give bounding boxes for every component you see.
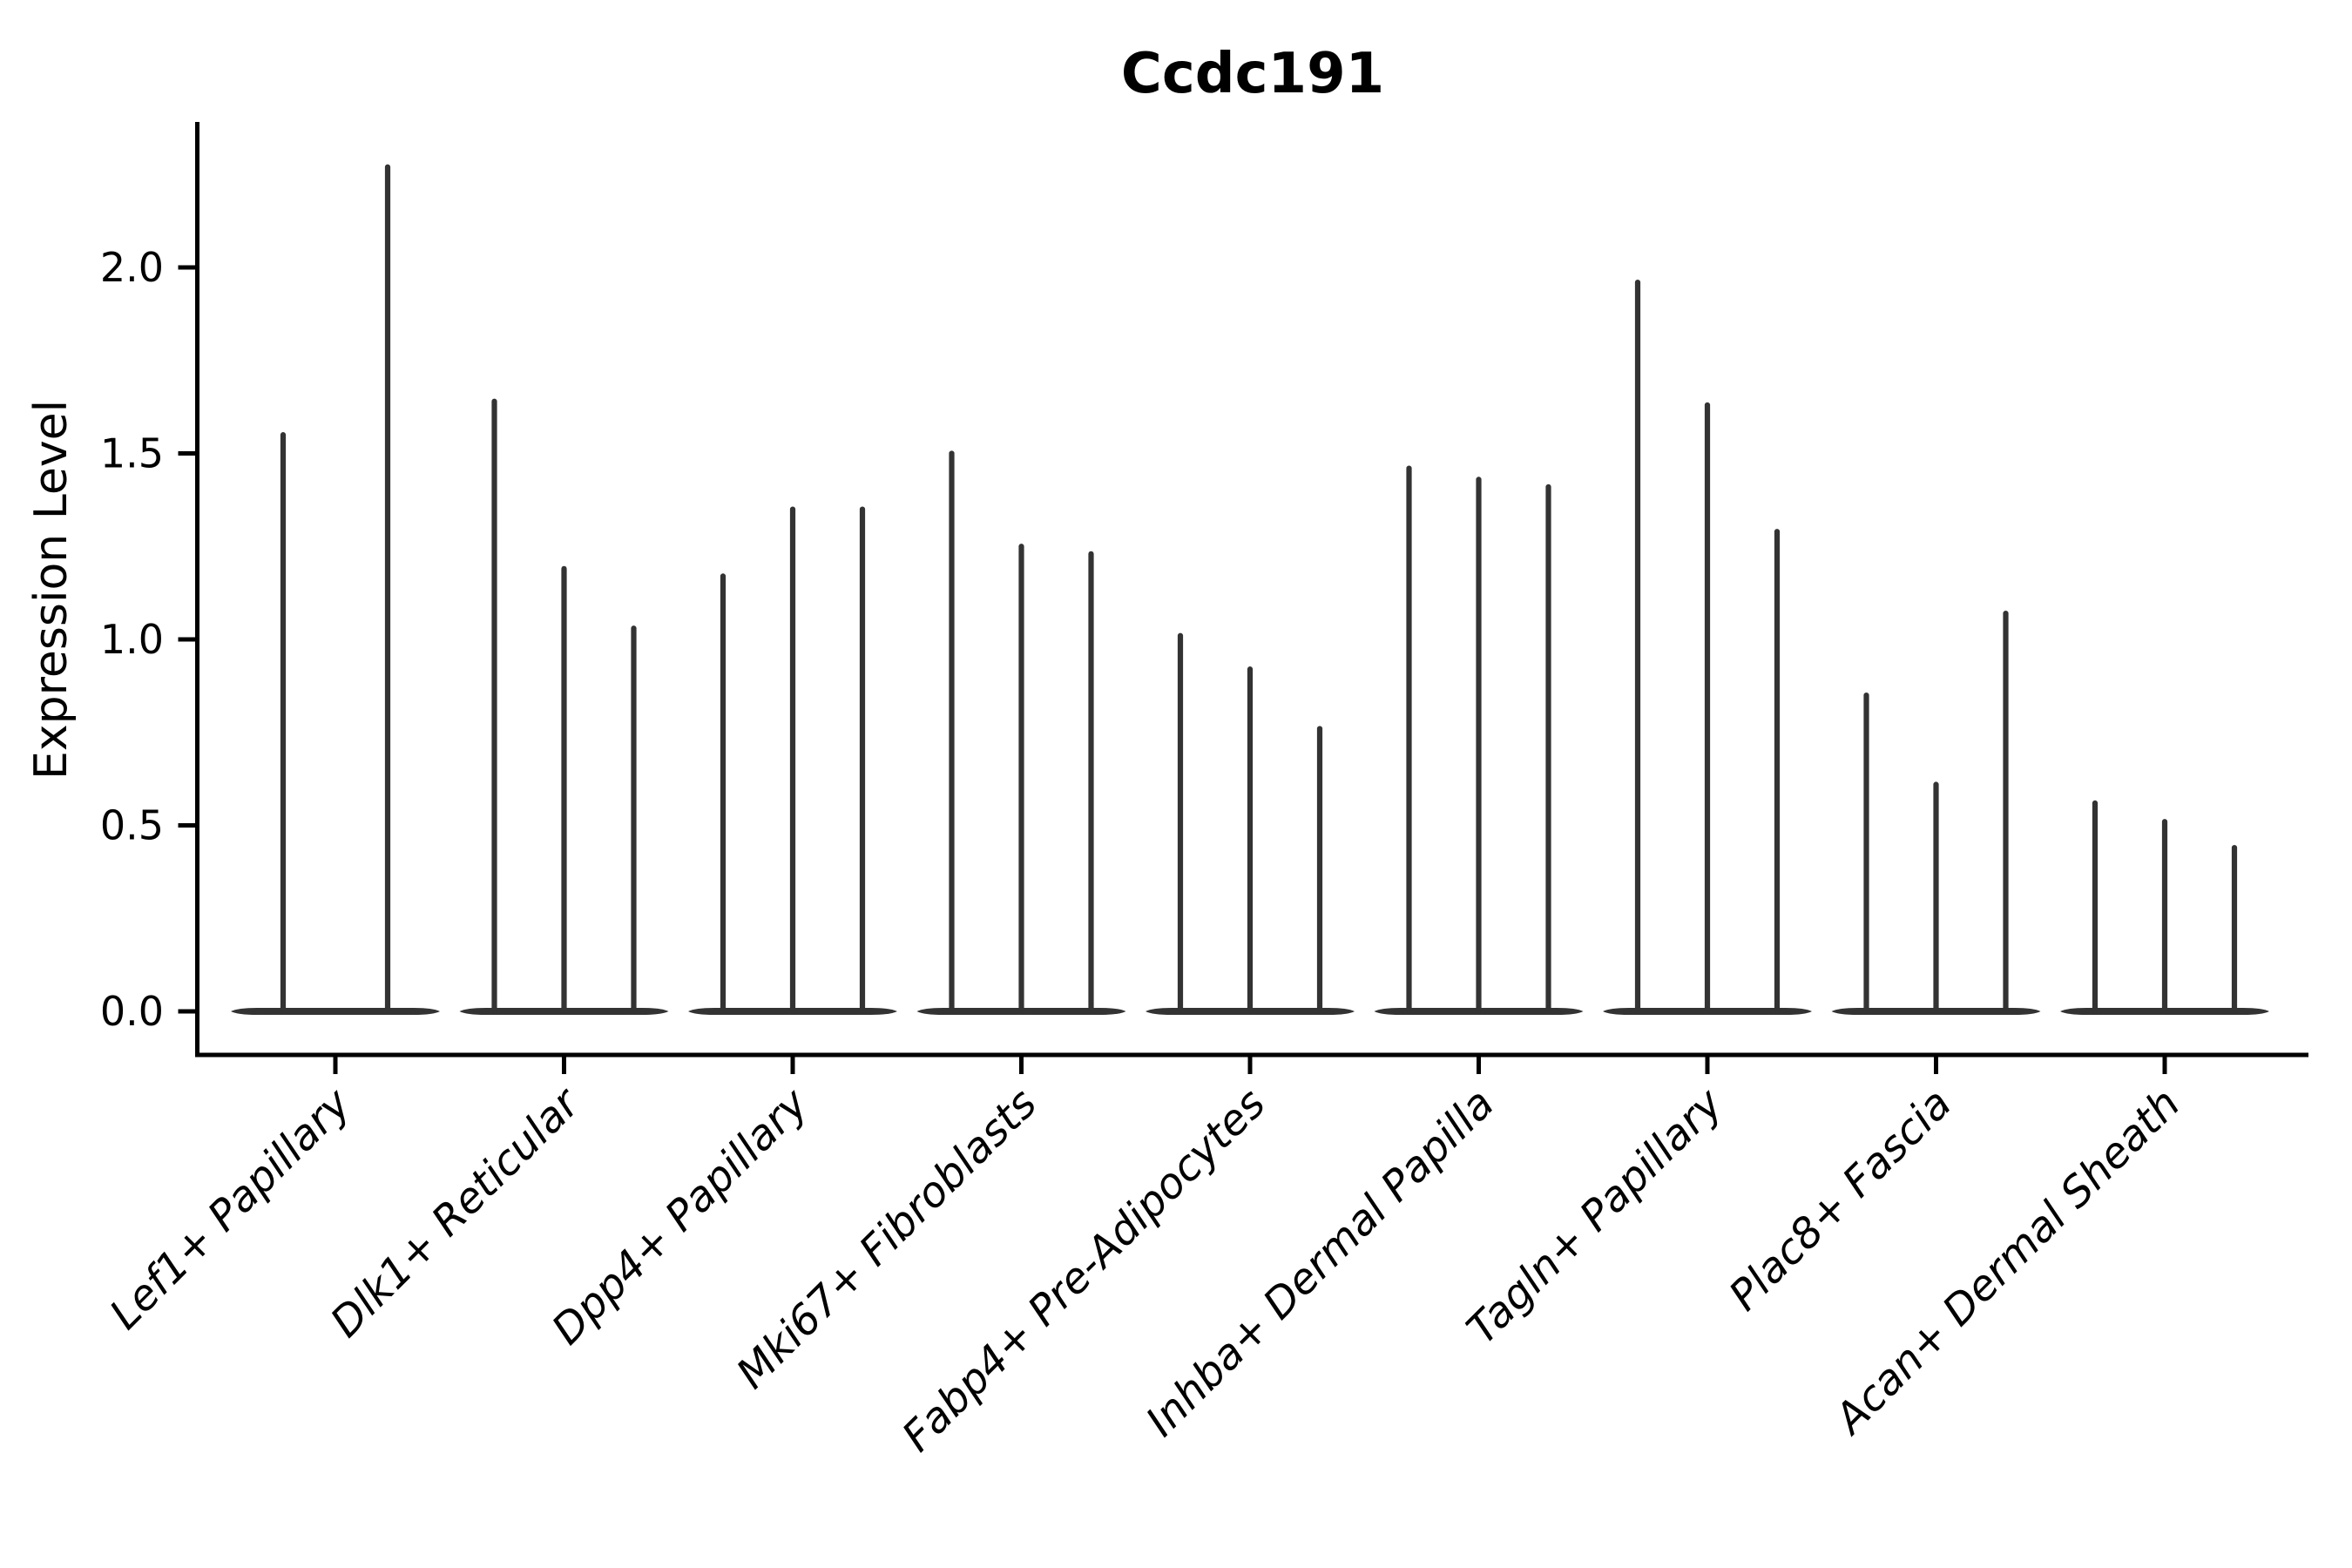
y-axis-ticks: 0.0 0.5 1.0 1.5 2.0 (100, 244, 198, 1035)
y-tick-label: 2.0 (100, 244, 164, 291)
y-tick-label: 0.0 (100, 988, 164, 1035)
y-axis-label: Expression Level (25, 400, 78, 780)
y-tick-label: 1.0 (100, 616, 164, 663)
chart-title: Ccdc191 (1121, 42, 1384, 106)
violins-layer (231, 164, 2269, 1015)
y-tick-label: 0.5 (100, 802, 164, 849)
violin-base (231, 1008, 440, 1015)
y-tick-label: 1.5 (100, 430, 164, 477)
